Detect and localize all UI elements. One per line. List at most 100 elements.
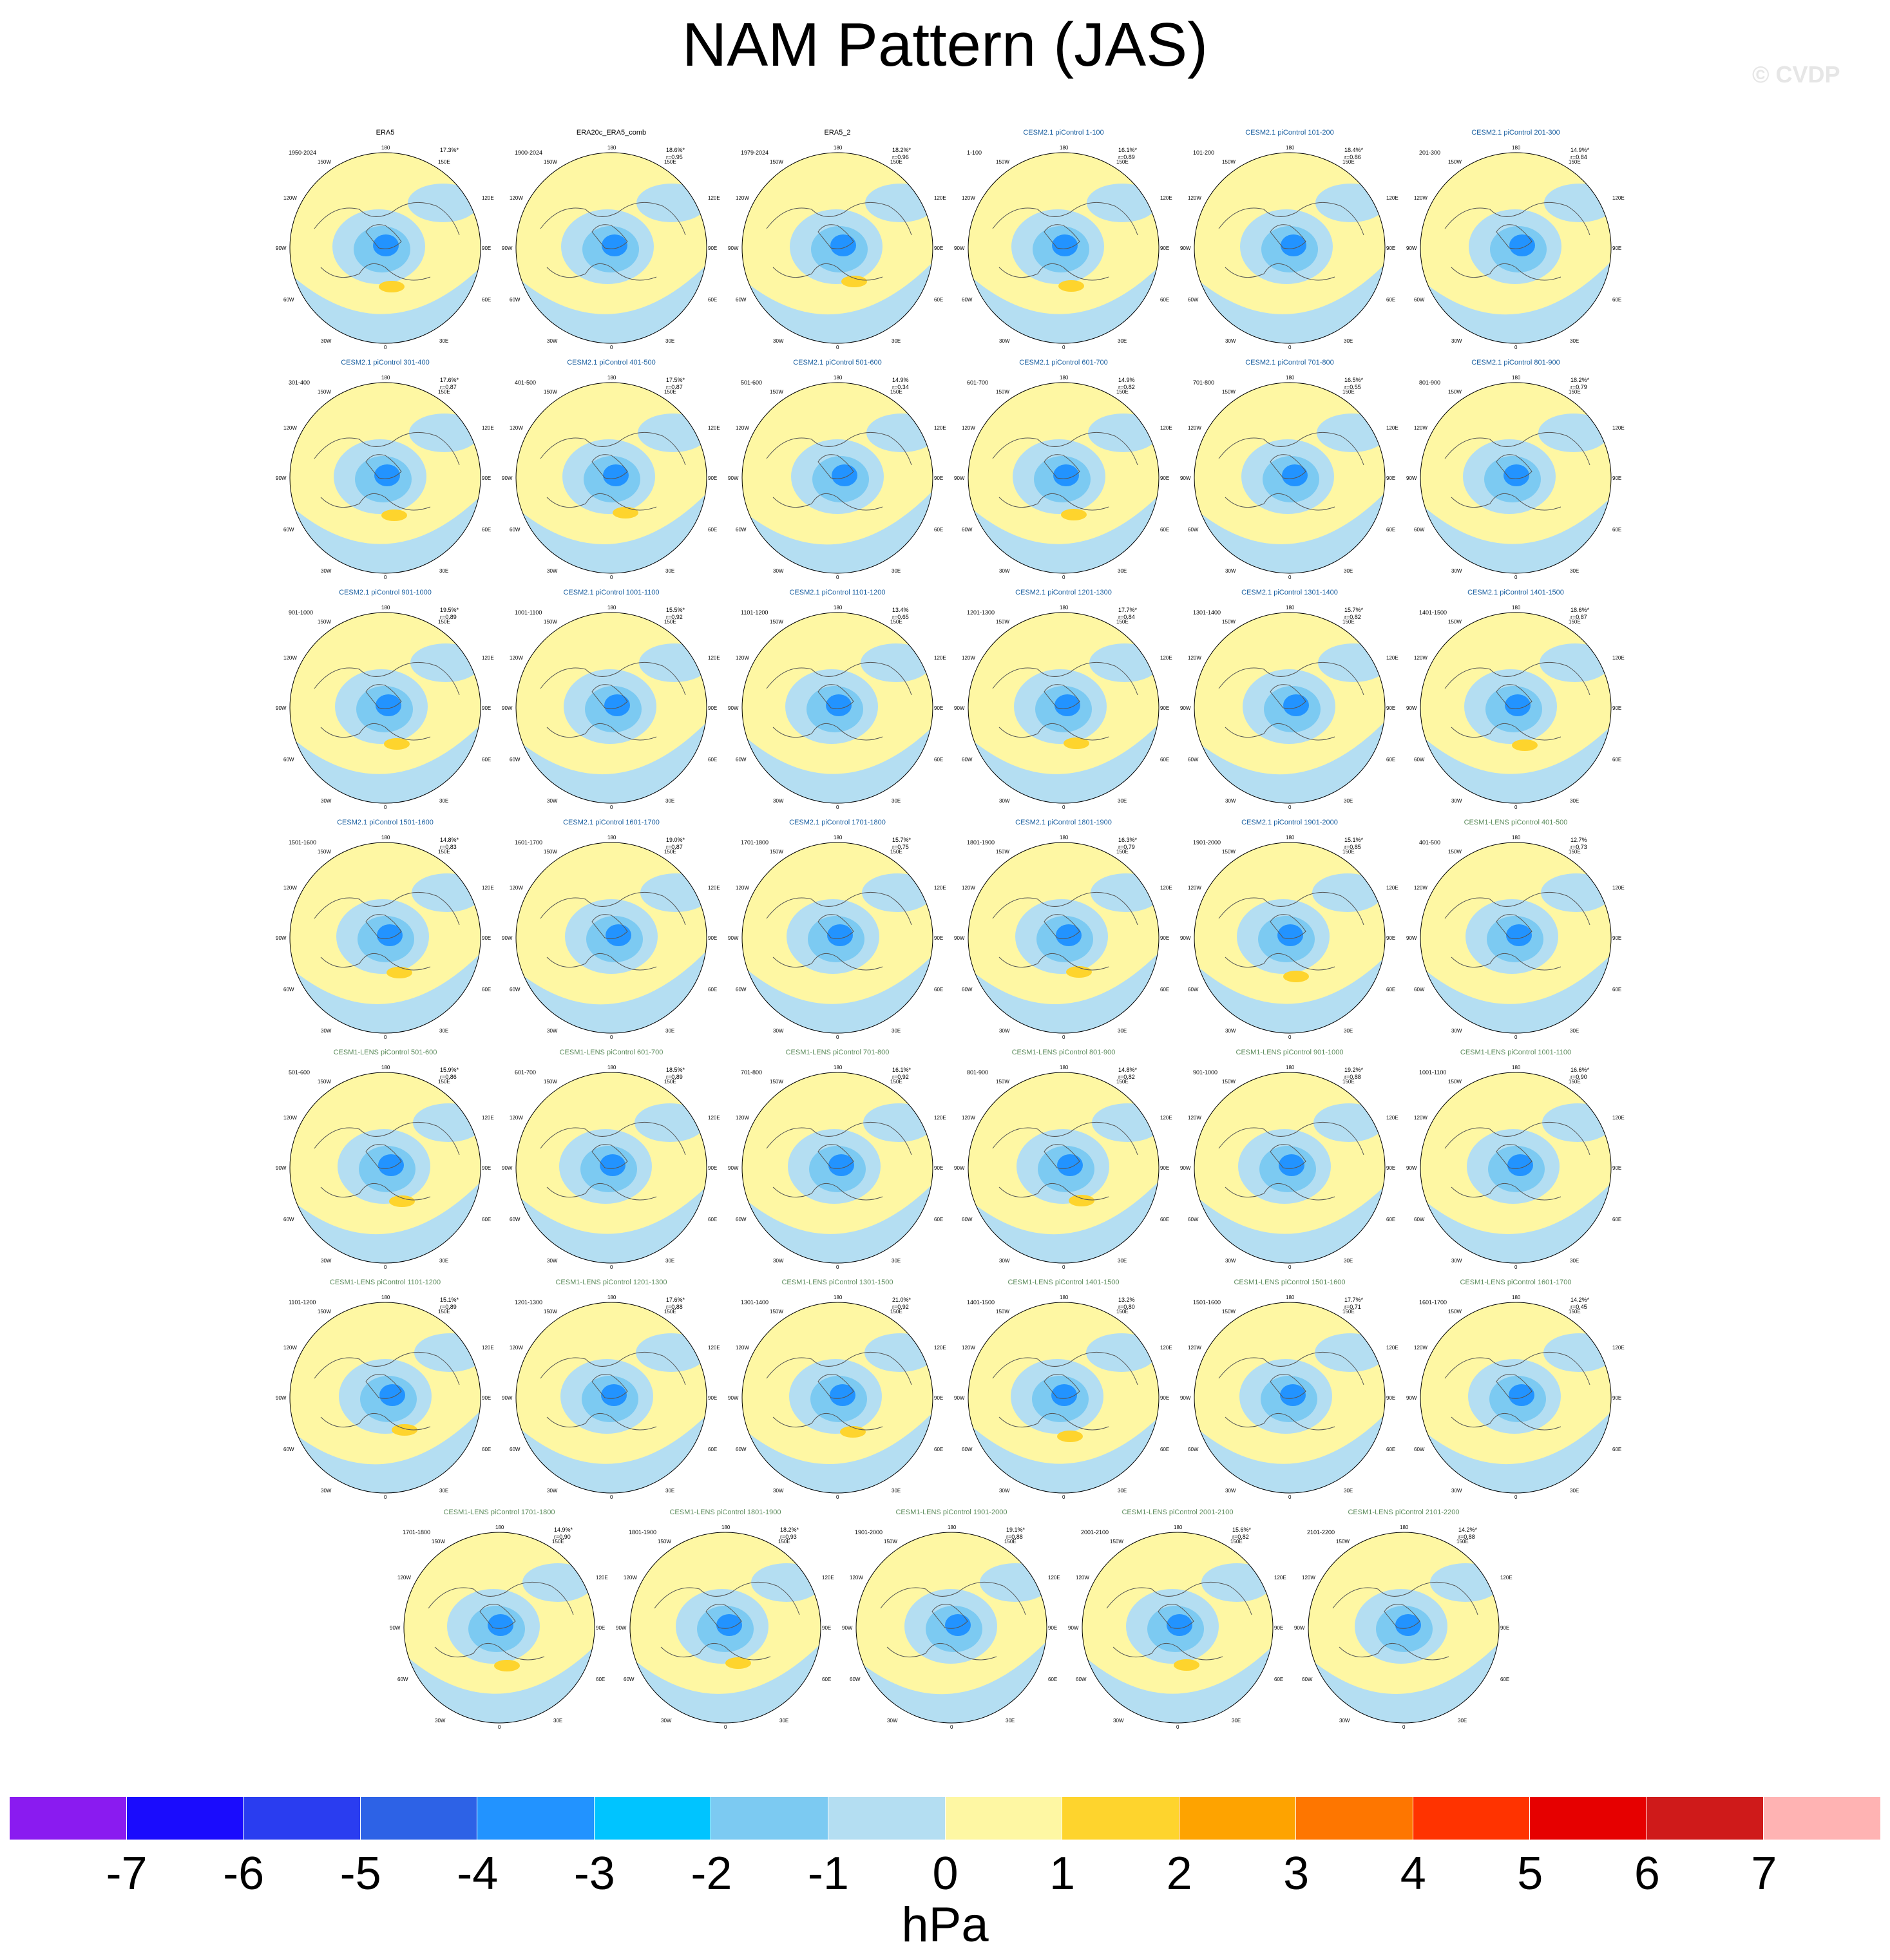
longitude-label: 60E	[1612, 527, 1622, 533]
longitude-label: 90W	[954, 245, 965, 251]
map-panel-grid: ERA5 1950-2024 17.3%* 180 150W 150E 120W 120E 90…	[276, 129, 1625, 1731]
panel-variance: 18.4%*	[1344, 147, 1364, 153]
longitude-label: 120E	[934, 655, 946, 661]
longitude-label: 120E	[596, 1575, 608, 1581]
panel-variance: 16.6%*	[1570, 1067, 1590, 1073]
panel-correlation: r=0.82	[1344, 614, 1361, 620]
longitude-label: 150W	[996, 619, 1009, 625]
longitude-label: 120E	[934, 425, 946, 431]
longitude-label: 60E	[1612, 297, 1622, 303]
longitude-label: 30E	[1118, 568, 1127, 574]
polar-map	[968, 842, 1160, 1034]
panel-years: 2001-2100	[1081, 1529, 1109, 1536]
panel-stats: 15.1%* r=0.85	[1344, 837, 1363, 851]
longitude-label: 90W	[842, 1625, 853, 1631]
polar-map	[1194, 1072, 1386, 1264]
panel-stats: 16.1%* r=0.89	[1118, 147, 1137, 161]
longitude-label: 60W	[1414, 1447, 1425, 1452]
longitude-label: 180	[381, 145, 390, 151]
longitude-label: 60W	[1414, 297, 1425, 303]
longitude-label: 120W	[962, 1345, 975, 1351]
longitude-label: 150E	[1230, 1539, 1243, 1545]
panel-variance: 19.5%*	[440, 607, 459, 613]
longitude-label: 0	[1288, 575, 1292, 580]
panel-title: CESM2.1 piControl 1701-1800	[789, 819, 886, 826]
longitude-label: 150E	[1569, 849, 1581, 855]
longitude-label: 60W	[283, 1447, 294, 1452]
longitude-label: 90W	[502, 245, 513, 251]
longitude-label: 180	[1060, 1295, 1069, 1300]
longitude-label: 90E	[1386, 1395, 1396, 1401]
panel-years: 601-700	[967, 379, 989, 386]
longitude-label: 30E	[892, 1488, 901, 1494]
longitude-label: 150E	[1116, 159, 1129, 165]
longitude-label: 180	[1512, 375, 1521, 381]
longitude-label: 30E	[1344, 1258, 1353, 1264]
longitude-label: 60W	[283, 527, 294, 533]
longitude-label: 150E	[1342, 159, 1355, 165]
panel-stats: 14.9%* r=0.84	[1570, 147, 1589, 161]
longitude-label: 90W	[728, 245, 739, 251]
map-panel: CESM2.1 piControl 1701-1800 1701-1800 15.7…	[728, 819, 947, 1041]
panel-title: CESM2.1 piControl 201-300	[1471, 129, 1560, 137]
longitude-label: 120W	[962, 655, 975, 661]
longitude-label: 180	[1512, 835, 1521, 841]
longitude-label: 120W	[1076, 1575, 1089, 1581]
polar-map	[1194, 842, 1386, 1034]
colorbar-swatch	[1296, 1797, 1413, 1840]
colorbar-tick-label: 2	[1166, 1848, 1192, 1899]
longitude-label: 30E	[1570, 1258, 1580, 1264]
longitude-label: 30W	[547, 338, 558, 344]
polar-map	[855, 1532, 1047, 1724]
panel-years: 1201-1300	[515, 1299, 543, 1306]
map-panel: CESM2.1 piControl 1201-1300 1201-1300 17.7…	[954, 589, 1173, 811]
longitude-label: 90W	[276, 1165, 287, 1171]
panel-stats: 18.5%* r=0.89	[666, 1067, 685, 1081]
longitude-label: 30W	[1451, 338, 1462, 344]
longitude-label: 120E	[708, 885, 720, 891]
longitude-label: 150W	[996, 389, 1009, 395]
panel-variance: 17.3%*	[440, 147, 459, 153]
longitude-label: 30E	[439, 1258, 449, 1264]
longitude-label: 30W	[773, 798, 784, 804]
polar-map	[968, 1072, 1160, 1264]
longitude-label: 120W	[962, 195, 975, 201]
longitude-label: 60W	[510, 1447, 520, 1452]
panel-variance: 15.1%*	[440, 1297, 459, 1303]
map-panel: CESM2.1 piControl 801-900 801-900 18.2%* r=…	[1406, 359, 1625, 581]
polar-map	[289, 842, 481, 1034]
longitude-label: 90E	[596, 1625, 606, 1631]
longitude-label: 150E	[890, 159, 902, 165]
panel-years: 1201-1300	[967, 609, 995, 616]
longitude-label: 90W	[276, 935, 287, 941]
longitude-label: 0	[1062, 804, 1065, 810]
panel-title: CESM2.1 piControl 601-700	[1019, 359, 1108, 366]
longitude-label: 150E	[1569, 159, 1581, 165]
longitude-label: 30E	[665, 1028, 675, 1034]
longitude-label: 30E	[1570, 338, 1580, 344]
panel-title: CESM1-LENS piControl 901-1000	[1236, 1049, 1344, 1056]
longitude-label: 150E	[1116, 619, 1129, 625]
longitude-label: 0	[610, 1034, 613, 1040]
panel-correlation: r=0.71	[1344, 1304, 1361, 1310]
panel-title: CESM1-LENS piControl 1701-1800	[443, 1508, 555, 1516]
panel-variance: 12.7%	[1570, 837, 1587, 843]
map-panel: CESM1-LENS piControl 801-900 801-900 14.8%…	[954, 1049, 1173, 1271]
panel-variance: 15.9%*	[440, 1067, 459, 1073]
panel-title: CESM1-LENS piControl 1201-1300	[555, 1279, 667, 1286]
map-panel: CESM1-LENS piControl 2001-2100 2001-2100 1…	[1068, 1508, 1287, 1731]
longitude-label: 60E	[934, 1447, 944, 1452]
panel-variance: 19.1%*	[1006, 1527, 1026, 1533]
longitude-label: 60W	[1188, 297, 1199, 303]
longitude-label: 120W	[1414, 1115, 1427, 1121]
longitude-label: 150W	[318, 619, 331, 625]
panel-years: 1801-1900	[967, 839, 995, 846]
longitude-label: 60W	[1414, 757, 1425, 763]
longitude-label: 90W	[1406, 1395, 1417, 1401]
panel-correlation: r=0.88	[1458, 1534, 1475, 1540]
longitude-label: 0	[836, 1034, 839, 1040]
longitude-label: 0	[1062, 1494, 1065, 1500]
panel-stats: 19.2%* r=0.88	[1344, 1067, 1363, 1081]
longitude-label: 60E	[1612, 757, 1622, 763]
longitude-label: 120W	[283, 195, 297, 201]
